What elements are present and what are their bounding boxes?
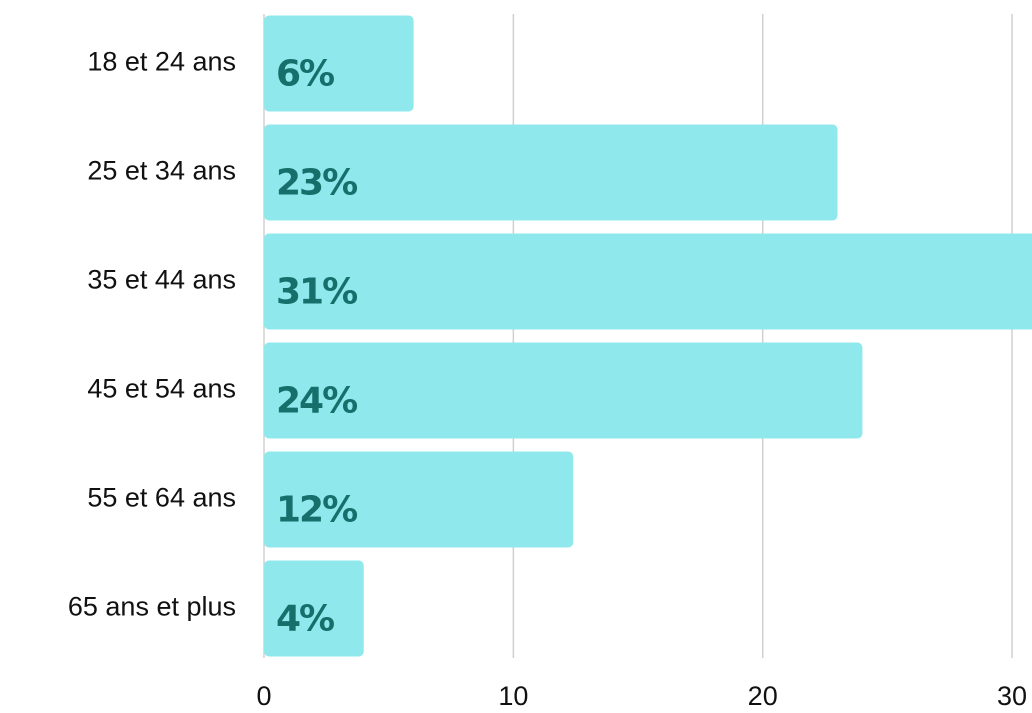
x-tick-label: 10 [498, 681, 528, 711]
bar [264, 451, 574, 548]
value-label: 31% [276, 272, 357, 313]
bar [264, 124, 838, 221]
category-label: 45 et 54 ans [87, 374, 236, 404]
bar [264, 15, 414, 112]
x-tick-label: 20 [748, 681, 778, 711]
bar [264, 342, 863, 439]
category-label: 25 et 34 ans [87, 156, 236, 186]
value-label: 4% [276, 599, 334, 640]
bar [264, 560, 364, 657]
category-label: 55 et 64 ans [87, 483, 236, 513]
bar [264, 233, 1032, 330]
category-label: 35 et 44 ans [87, 265, 236, 295]
x-tick-label: 30 [997, 681, 1027, 711]
value-label: 23% [276, 163, 357, 204]
x-tick-label: 0 [256, 681, 271, 711]
value-label: 6% [276, 54, 334, 95]
category-label: 18 et 24 ans [87, 47, 236, 77]
value-label: 12% [276, 490, 357, 531]
value-label: 24% [276, 381, 357, 422]
category-label: 65 ans et plus [68, 592, 236, 622]
